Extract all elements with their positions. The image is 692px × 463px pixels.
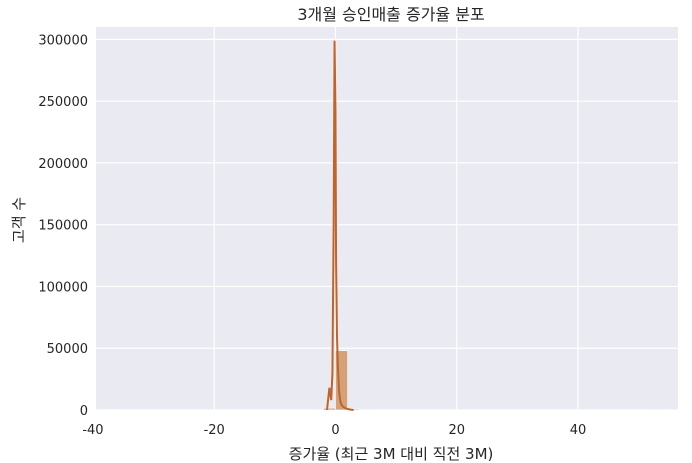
x-tick-label-2: 0 (331, 423, 339, 438)
histogram-bar-4 (650, 409, 664, 411)
y-tick-label-2: 100000 (38, 280, 88, 295)
y-tick-label-3: 150000 (38, 219, 88, 234)
kde-line (325, 40, 354, 411)
x-tick-label-3: 20 (448, 423, 465, 438)
y-axis-title: 고객 수 (10, 197, 28, 243)
histogram-bar-1 (323, 407, 336, 411)
y-tick-label-4: 200000 (38, 157, 88, 172)
x-tick-label-4: 40 (570, 423, 587, 438)
y-tick-label-5: 250000 (38, 95, 88, 110)
chart-title: 3개월 승인매출 증가율 분포 (297, 5, 484, 24)
y-axis-ticks: 0 50000 100000 150000 200000 250000 300000 (38, 33, 88, 419)
y-tick-label-1: 50000 (47, 342, 88, 357)
x-axis-ticks: -40 -20 0 20 40 (82, 423, 586, 438)
plot-background (96, 27, 678, 410)
y-tick-label-0: 0 (80, 404, 88, 419)
y-tick-label-6: 300000 (38, 33, 88, 48)
x-tick-label-0: -40 (82, 423, 103, 438)
x-tick-label-1: -20 (204, 423, 225, 438)
histogram-bar-0 (104, 409, 118, 411)
x-axis-title: 증가율 (최근 3M 대비 직전 3M) (289, 445, 494, 463)
